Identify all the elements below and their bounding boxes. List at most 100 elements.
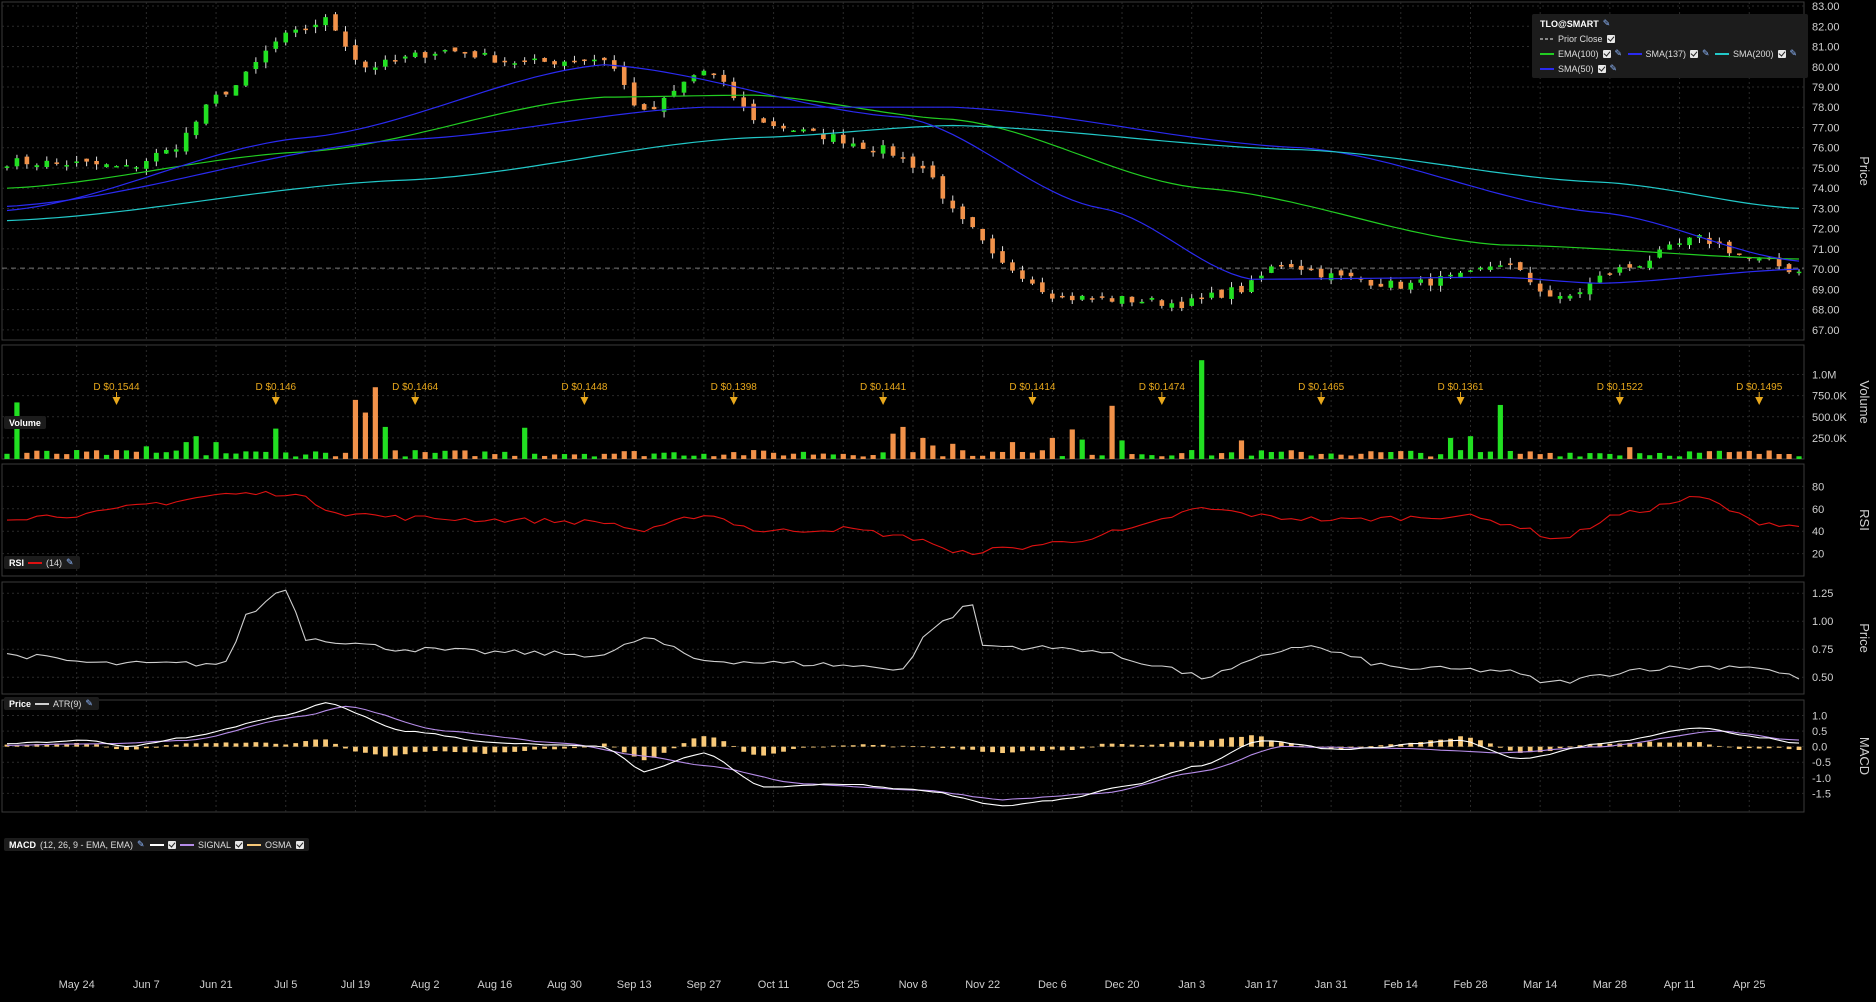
osma-bar — [1497, 746, 1503, 748]
candle-body — [1517, 262, 1523, 270]
sma50-checkbox[interactable] — [1597, 64, 1606, 73]
atr-wrench-icon[interactable]: ✎ — [85, 698, 93, 708]
osma-bar — [1577, 745, 1583, 747]
y-tick-label: 250.0K — [1812, 433, 1848, 445]
panel-frame — [1, 1, 1805, 341]
ema100-wrench-icon[interactable]: ✎ — [1614, 48, 1623, 58]
volume-bar — [880, 452, 886, 459]
candle-body — [1059, 295, 1065, 298]
dividend-label: D $0.1474 — [1139, 382, 1186, 393]
osma-bar — [372, 746, 378, 755]
candle-body — [353, 45, 358, 60]
macd-wrench-icon[interactable]: ✎ — [137, 839, 145, 849]
osma-bar — [701, 736, 707, 747]
candle-body — [233, 85, 239, 96]
y-tick-label: 40 — [1812, 526, 1824, 538]
x-tick-label: Jan 17 — [1245, 979, 1278, 991]
ema100-checkbox[interactable] — [1602, 49, 1611, 58]
osma-bar — [1159, 743, 1165, 747]
volume-bar — [1129, 454, 1135, 459]
candle-body — [771, 121, 776, 127]
x-tick-label: Mar 28 — [1593, 979, 1627, 991]
osma-bar — [1637, 743, 1643, 747]
x-tick-label: Sep 27 — [686, 979, 721, 991]
volume-bar — [1438, 454, 1444, 459]
osma-bar — [1259, 736, 1264, 747]
osma-bar — [153, 746, 159, 748]
wrench-icon[interactable]: ✎ — [1602, 18, 1611, 28]
osma-bar — [1109, 743, 1115, 747]
osma-bar — [293, 743, 299, 747]
candle-body — [791, 130, 796, 132]
volume-bar — [990, 451, 996, 459]
osma-bar — [1089, 746, 1095, 748]
osma-bar — [362, 746, 368, 753]
sma200-wrench-icon[interactable]: ✎ — [1789, 48, 1798, 58]
candle-body — [382, 59, 388, 67]
osma-bar — [422, 746, 428, 752]
osma-bar — [1428, 740, 1434, 747]
osma-bar — [233, 743, 239, 747]
volume-bar — [810, 454, 816, 459]
candle-body — [1040, 282, 1045, 293]
osma-bar — [761, 746, 767, 756]
candle-body — [1229, 287, 1234, 299]
candle-body — [990, 238, 995, 254]
volume-bar — [920, 437, 926, 459]
candle-body — [173, 149, 179, 152]
macd-checkbox[interactable] — [168, 840, 177, 849]
dividend-marker — [879, 397, 888, 405]
osma-bar — [1268, 740, 1274, 747]
macd-panel-title: MACD (12, 26, 9 - EMA, EMA) ✎ SIGNAL OSM… — [4, 838, 309, 851]
x-tick-label: Aug 2 — [411, 979, 440, 991]
candle-body — [731, 81, 737, 99]
osma-bar — [820, 746, 826, 748]
volume-bar — [970, 455, 976, 459]
osma-bar — [1557, 746, 1563, 749]
sma50-line — [6, 64, 1800, 284]
sma137-line — [6, 106, 1800, 262]
osma-bar — [114, 746, 119, 750]
candle-body — [761, 118, 766, 123]
sma200-checkbox[interactable] — [1777, 49, 1786, 58]
rsi-line — [6, 490, 1800, 556]
volume-bar — [1159, 456, 1165, 459]
osma-bar — [1418, 742, 1424, 747]
prior-close-checkbox[interactable] — [1606, 34, 1615, 43]
candle-body — [183, 132, 189, 152]
volume-bar — [1786, 454, 1792, 459]
volume-bar — [193, 436, 199, 459]
volume-bar — [571, 454, 578, 459]
osma-bar — [1348, 746, 1354, 748]
rsi-swatch — [28, 561, 43, 564]
dividend-label: D $0.1544 — [93, 382, 140, 393]
osma-bar — [1388, 744, 1394, 747]
volume-bar — [502, 451, 508, 459]
osma-bar — [621, 746, 627, 753]
volume-bar — [263, 451, 269, 459]
candle-body — [641, 104, 647, 110]
dividend-label: D $0.146 — [255, 382, 296, 393]
candle-body — [1388, 280, 1394, 288]
candle-body — [323, 17, 328, 26]
volume-bar — [1119, 440, 1125, 459]
osma-checkbox[interactable] — [295, 840, 304, 849]
y-tick-label: 0.50 — [1812, 672, 1833, 684]
candle-body — [1338, 270, 1344, 276]
osma-bar — [1398, 744, 1404, 747]
rsi-wrench-icon[interactable]: ✎ — [66, 557, 74, 567]
sma137-wrench-icon[interactable]: ✎ — [1702, 48, 1710, 58]
dividend-label: D $0.1361 — [1437, 382, 1484, 393]
volume-bar — [1567, 452, 1573, 459]
osma-bar — [104, 746, 109, 748]
signal-checkbox[interactable] — [235, 840, 244, 849]
volume-bar — [1039, 450, 1045, 459]
sma137-checkbox[interactable] — [1690, 49, 1699, 58]
legend-prior-close[interactable]: Prior Close — [1540, 31, 1800, 46]
osma-bar — [601, 743, 607, 747]
sma50-wrench-icon[interactable]: ✎ — [1609, 63, 1618, 73]
volume-bar — [422, 452, 428, 459]
osma-bar — [1368, 746, 1374, 748]
candle-body — [14, 158, 20, 167]
